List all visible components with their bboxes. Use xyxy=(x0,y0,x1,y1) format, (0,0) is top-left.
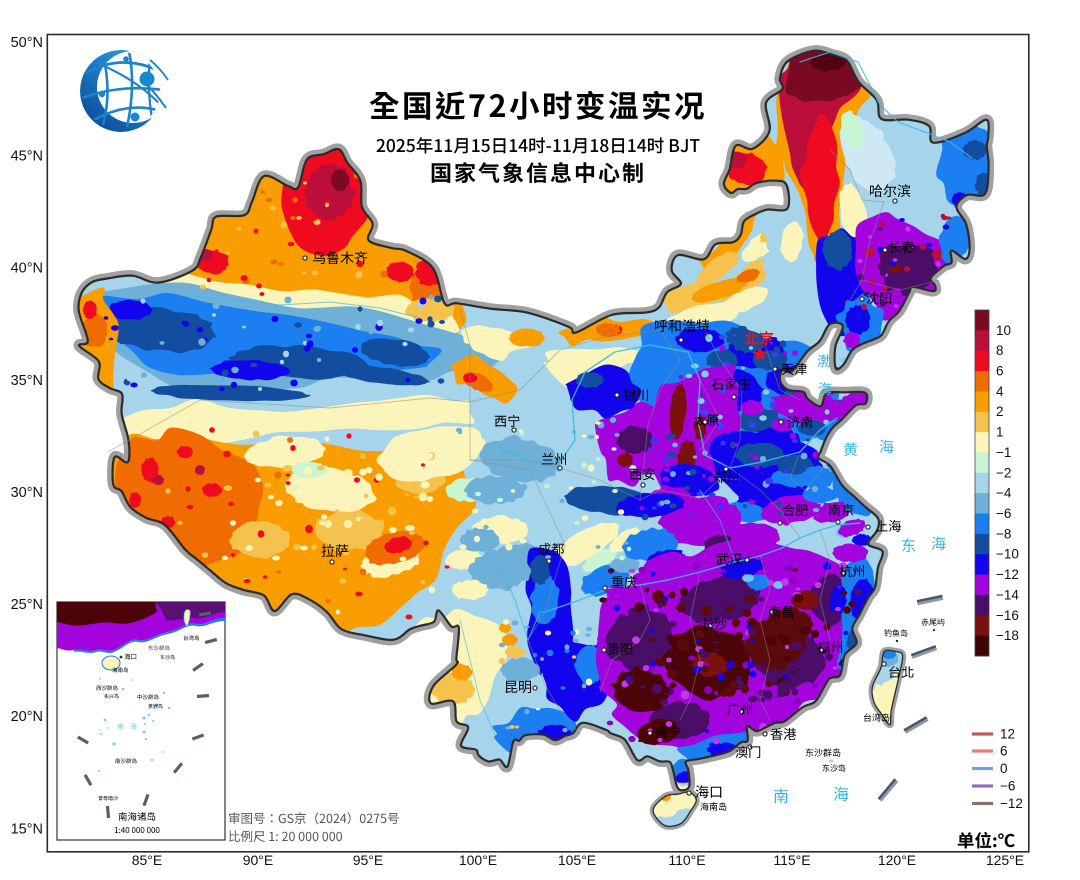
svg-text:125°E: 125°E xyxy=(986,852,1024,868)
svg-text:6: 6 xyxy=(996,364,1004,379)
svg-text:−18: −18 xyxy=(996,628,1019,643)
svg-text:25°N: 25°N xyxy=(11,597,43,613)
svg-text:−8: −8 xyxy=(996,526,1011,541)
svg-text:−6: −6 xyxy=(1000,779,1015,794)
svg-text:−4: −4 xyxy=(996,486,1012,501)
svg-text:−2: −2 xyxy=(996,465,1011,480)
svg-text:100°E: 100°E xyxy=(459,852,497,868)
svg-text:10: 10 xyxy=(996,323,1011,338)
svg-text:30°N: 30°N xyxy=(11,485,43,501)
svg-text:−6: −6 xyxy=(996,506,1011,521)
svg-text:8: 8 xyxy=(996,343,1004,358)
svg-text:40°N: 40°N xyxy=(11,261,43,277)
svg-text:12: 12 xyxy=(1000,727,1015,742)
svg-text:20°N: 20°N xyxy=(11,709,43,725)
svg-text:120°E: 120°E xyxy=(878,852,916,868)
svg-text:45°N: 45°N xyxy=(11,149,43,165)
svg-text:95°E: 95°E xyxy=(353,852,384,868)
svg-text:1: 1 xyxy=(996,425,1004,440)
svg-text:90°E: 90°E xyxy=(243,852,274,868)
svg-text:15°N: 15°N xyxy=(11,822,43,838)
svg-text:−12: −12 xyxy=(996,567,1019,582)
svg-text:0: 0 xyxy=(1000,761,1008,776)
svg-text:−16: −16 xyxy=(996,608,1019,623)
svg-text:50°N: 50°N xyxy=(11,35,43,51)
svg-text:110°E: 110°E xyxy=(668,852,705,868)
svg-text:−14: −14 xyxy=(996,587,1019,602)
svg-text:85°E: 85°E xyxy=(132,852,163,868)
svg-text:4: 4 xyxy=(996,384,1004,399)
svg-text:−1: −1 xyxy=(996,445,1011,460)
svg-text:115°E: 115°E xyxy=(773,852,810,868)
svg-text:2: 2 xyxy=(996,404,1004,419)
svg-text:105°E: 105°E xyxy=(558,852,596,868)
svg-text:−12: −12 xyxy=(1000,796,1023,811)
svg-text:−10: −10 xyxy=(996,547,1019,562)
svg-text:6: 6 xyxy=(1000,744,1008,759)
svg-text:35°N: 35°N xyxy=(11,373,43,389)
